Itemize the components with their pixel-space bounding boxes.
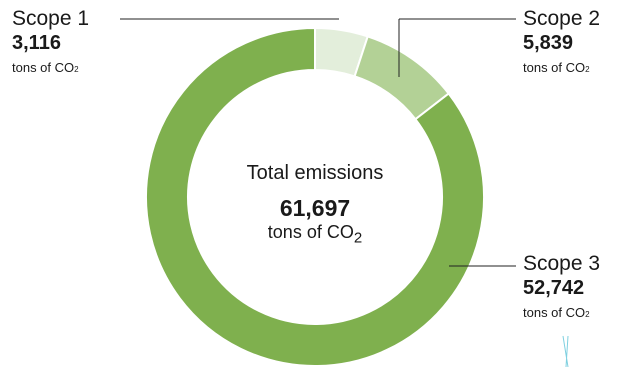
label-scope3: Scope 3 52,742 tons of CO2 <box>523 253 600 319</box>
donut-slice-scope3 <box>145 26 485 367</box>
donut-slices <box>145 26 485 367</box>
center-total-value: 61,697 <box>279 195 351 221</box>
scope1-unit: tons of CO2 <box>12 60 79 75</box>
scope2-value: 5,839 <box>523 32 574 54</box>
scope3-unit: tons of CO2 <box>523 305 590 320</box>
label-scope1: Scope 1 3,116 tons of CO2 <box>12 8 89 74</box>
cursor-mark <box>562 335 569 367</box>
scope3-name: Scope 3 <box>523 252 601 275</box>
center-title: Total emissions <box>246 162 384 184</box>
scope1-name: Scope 1 <box>12 7 90 30</box>
label-scope2: Scope 2 5,839 tons of CO2 <box>523 8 600 74</box>
scope2-name: Scope 2 <box>523 7 601 30</box>
center-unit: tons of CO2 <box>267 222 363 247</box>
scope2-unit: tons of CO2 <box>523 60 590 75</box>
scope3-value: 52,742 <box>523 277 585 299</box>
scope1-value: 3,116 <box>12 32 61 54</box>
